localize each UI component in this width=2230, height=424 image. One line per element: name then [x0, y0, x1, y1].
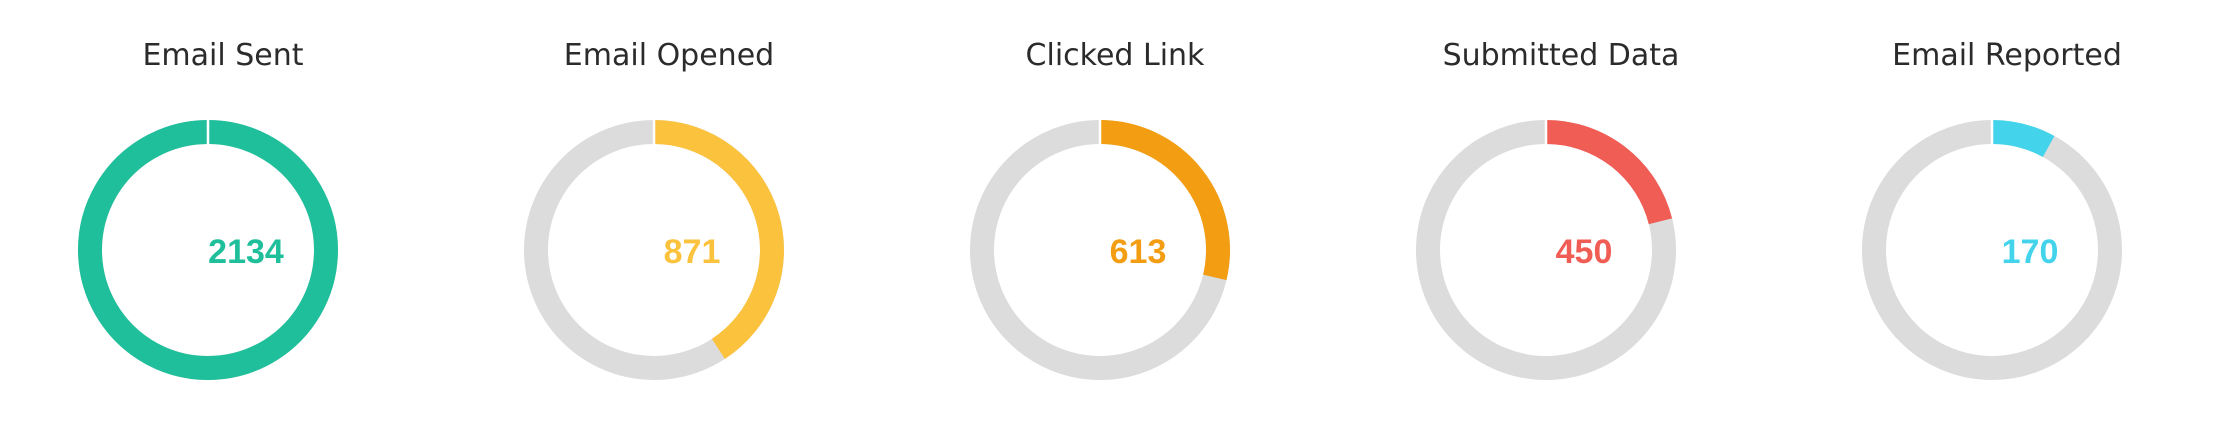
donut-value-label: 450	[1556, 233, 1613, 271]
stat-submitted-data: Submitted Data 450	[1338, 0, 1784, 424]
stat-title: Email Sent	[142, 38, 304, 73]
donut-chart: 170	[1862, 119, 2122, 380]
donut-value-label: 613	[1110, 233, 1167, 271]
stat-email-reported: Email Reported 170	[1784, 0, 2230, 424]
stat-title: Submitted Data	[1442, 38, 1680, 73]
donut-value-arc	[1099, 120, 1230, 281]
donut-value-arc	[78, 120, 338, 380]
donut-chart: 450	[1416, 119, 1676, 380]
donut-value-arc	[653, 120, 784, 359]
stat-email-sent: Email Sent 2134	[0, 0, 446, 424]
donut-chart: 613	[970, 119, 1230, 380]
stat-title: Email Reported	[1892, 38, 2122, 73]
stat-title: Clicked Link	[1025, 38, 1205, 73]
donut-value-label: 2134	[208, 233, 284, 271]
stat-title: Email Opened	[563, 38, 775, 73]
donut-value-label: 871	[664, 233, 721, 271]
donut-chart: 871	[524, 119, 784, 380]
stat-email-opened: Email Opened 871	[446, 0, 892, 424]
donut-value-arc	[1991, 120, 2055, 158]
donut-chart: 2134	[78, 119, 338, 380]
donut-value-label: 170	[2002, 233, 2059, 271]
stat-clicked-link: Clicked Link 613	[892, 0, 1338, 424]
donut-value-arc	[1545, 120, 1673, 225]
donut-track	[1862, 120, 2122, 380]
